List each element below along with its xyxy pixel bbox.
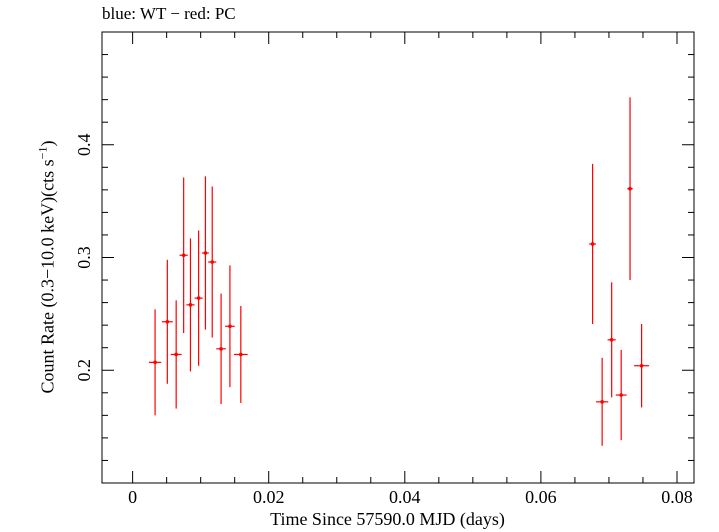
y-tick-label: 0.4 [74,134,94,157]
point-marker [590,242,595,246]
point-marker [619,393,623,397]
x-tick-label: 0.08 [661,487,693,507]
data-point [179,177,188,334]
point-marker [181,253,186,258]
x-axis: 0 0.02 0.04 0.06 0.08 [128,32,693,507]
point-marker [153,360,157,365]
x-tick-label: 0.04 [389,487,421,507]
chart-title: blue: WT − red: PC [102,4,236,23]
x-axis-label: Time Since 57590.0 MJD (days) [270,509,505,529]
data-point [607,282,616,398]
x-tick-label: 0.02 [253,487,285,507]
data-point [627,97,633,281]
point-marker [219,347,223,351]
y-axis: 0.2 0.3 0.4 [74,31,694,484]
data-point [170,300,182,409]
point-marker [600,400,604,404]
y-axis-label-main: Count Rate (0.3−10.0 keV)(cts s [37,159,58,394]
data-point [234,305,248,403]
data-point [202,176,209,330]
point-marker [165,319,170,324]
point-marker [639,363,644,368]
data-series-pc [148,97,650,446]
data-point [634,324,650,408]
data-point [615,349,627,441]
x-tick-label: 0 [128,487,137,507]
data-point [216,293,226,405]
point-marker [203,251,208,255]
plot-frame [101,31,695,484]
point-marker [228,324,232,329]
data-point [161,259,173,384]
x-tick-label: 0.06 [525,487,557,507]
y-axis-label: Count Rate (0.3−10.0 keV)(cts s−1) [36,141,59,394]
data-point [186,238,195,372]
data-point [589,163,597,325]
point-marker [239,352,243,357]
point-marker [628,186,632,191]
point-marker [210,260,215,264]
y-axis-label-end: ) [37,140,58,147]
data-point [148,309,162,416]
point-marker [609,338,614,342]
data-point [225,265,235,388]
point-marker [196,296,201,300]
y-axis-label-exponent: −1 [35,146,50,160]
data-point [194,230,203,366]
point-marker [188,303,193,307]
data-point [596,357,609,446]
y-tick-label: 0.2 [74,359,94,382]
y-tick-label: 0.3 [74,246,94,269]
data-point [208,186,217,338]
point-marker [174,352,178,357]
